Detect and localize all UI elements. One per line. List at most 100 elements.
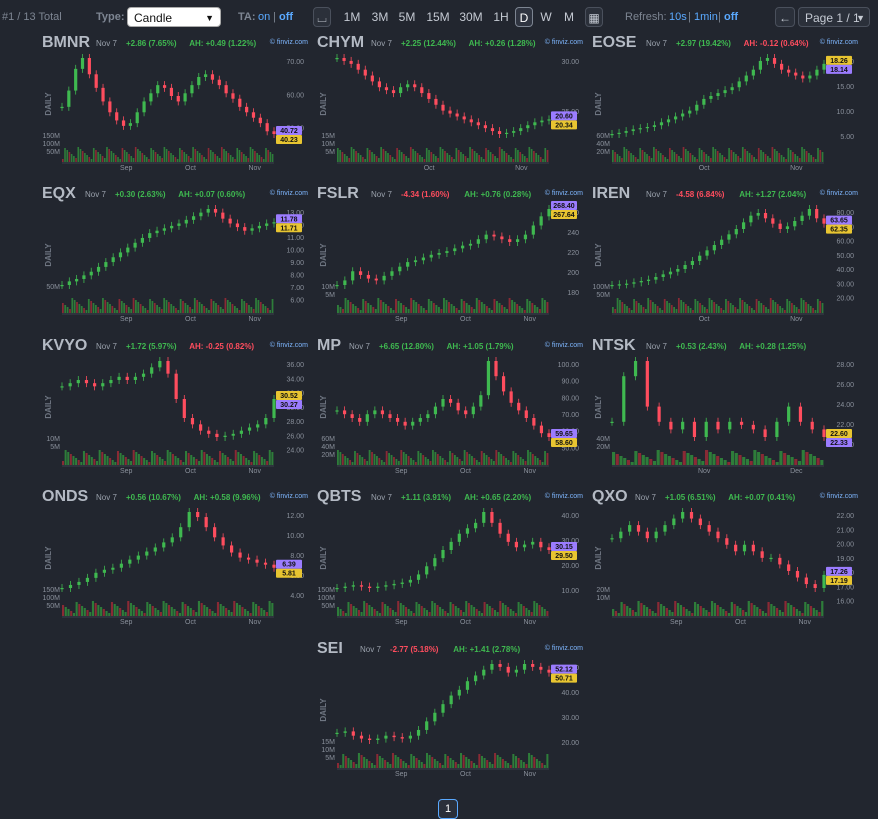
- ticker-symbol[interactable]: NTSK: [592, 337, 636, 354]
- volume-bar: [159, 612, 162, 616]
- volume-bar: [528, 610, 531, 616]
- candle-body: [547, 547, 551, 550]
- candle-body: [335, 58, 339, 60]
- volume-bar: [708, 612, 711, 616]
- refresh-10s[interactable]: 10s: [669, 11, 687, 23]
- ticker-symbol[interactable]: IREN: [592, 185, 631, 202]
- ticker-symbol[interactable]: QXO: [592, 488, 628, 505]
- ta-on-link[interactable]: on: [258, 11, 271, 23]
- timeframe-1m[interactable]: 1M: [343, 10, 361, 24]
- volume-bar: [425, 610, 429, 616]
- volume-bar: [480, 302, 483, 313]
- chart-type-select[interactable]: Candle ▼: [127, 7, 221, 27]
- candle-body: [704, 421, 708, 437]
- timeframe-30m[interactable]: 30M: [459, 10, 483, 24]
- ta-off-link[interactable]: off: [279, 11, 294, 23]
- refresh-off[interactable]: off: [724, 11, 739, 23]
- volume-bar: [76, 302, 78, 313]
- volume-bar: [512, 451, 515, 465]
- timeframe-d[interactable]: D: [515, 7, 533, 27]
- candle-body: [368, 586, 372, 588]
- volume-bar: [502, 456, 505, 465]
- volume-bar: [528, 753, 531, 768]
- refresh-1min[interactable]: 1min: [694, 11, 718, 23]
- volume-bar: [405, 307, 408, 313]
- volume-bar: [745, 459, 750, 465]
- back-button[interactable]: ←: [775, 7, 795, 27]
- candle-toggle-button[interactable]: ⌴: [313, 7, 331, 27]
- chart-panel-eqx[interactable]: DAILY13.0012.0011.0010.009.008.007.006.0…: [38, 185, 308, 331]
- ticker-symbol[interactable]: EOSE: [592, 34, 637, 51]
- volume-bar: [412, 756, 415, 768]
- volume-bar: [415, 758, 418, 768]
- candle-body: [335, 588, 339, 590]
- volume-bar: [616, 298, 619, 313]
- volume-bar: [452, 760, 455, 768]
- chart-panel-iren[interactable]: DAILY80.0070.0060.0050.0040.0030.0020.00…: [588, 185, 858, 331]
- pager-page-1[interactable]: 1: [438, 799, 458, 819]
- volume-bar: [95, 150, 97, 162]
- volume-bar: [503, 151, 506, 162]
- volume-bar: [486, 604, 489, 616]
- ticker-symbol[interactable]: SEI: [317, 640, 343, 657]
- volume-bar: [488, 606, 491, 616]
- chart-panel-chym[interactable]: DAILY30.0025.0015M10M5MOctNov20.6020.34C…: [313, 34, 583, 180]
- page-select[interactable]: Page 1 / 1 ▼: [798, 7, 870, 27]
- chart-svg: DAILY26024022020018010M5MSepOctNov268.40…: [319, 201, 579, 323]
- chart-panel-mp[interactable]: DAILY100.0090.0080.0070.0060.0050.0060M4…: [313, 337, 583, 483]
- daily-label: DAILY: [319, 92, 328, 116]
- candle-body: [462, 116, 466, 120]
- chart-panel-kvyo[interactable]: DAILY36.0034.0032.0030.0028.0026.0024.00…: [38, 337, 308, 483]
- volume-bar: [734, 307, 737, 313]
- ticker-symbol[interactable]: CHYM: [317, 34, 365, 51]
- volume-bar: [787, 603, 790, 616]
- volume-bar: [142, 306, 144, 313]
- timeframe-m[interactable]: M: [564, 10, 574, 24]
- type-label: Type:: [96, 11, 125, 23]
- ticker-symbol[interactable]: MP: [317, 337, 341, 354]
- after-hours-change: AH: -0.25 (0.82%): [189, 342, 255, 351]
- volume-bar: [719, 153, 721, 162]
- chart-panel-ntsk[interactable]: DAILY28.0026.0024.0022.0020.0040M20MNovD…: [588, 337, 858, 483]
- chart-panel-qbts[interactable]: DAILY 40.00 30.00 20.00 10.00 150M 100M 50M Sep O…: [313, 488, 583, 634]
- ticker-symbol[interactable]: KVYO: [42, 337, 88, 354]
- timeframe-15m[interactable]: 15M: [426, 10, 450, 24]
- calendar-button[interactable]: ▦: [585, 7, 603, 27]
- volume-bar: [620, 602, 623, 616]
- timeframe-1h[interactable]: 1H: [493, 10, 509, 24]
- volume-bar: [114, 462, 117, 465]
- chart-panel-sei[interactable]: DAILY50.0040.0030.0020.0015M10M5MSepOctN…: [313, 640, 583, 786]
- ticker-symbol[interactable]: BMNR: [42, 34, 90, 51]
- ticker-symbol[interactable]: EQX: [42, 185, 76, 202]
- y-axis-label: 12.00: [286, 513, 304, 520]
- ticker-symbol[interactable]: QBTS: [317, 488, 362, 505]
- candle-body: [763, 429, 767, 437]
- volume-bar: [522, 459, 525, 465]
- chart-panel-qxo[interactable]: DAILY22.0021.0020.0019.0018.0017.0016.00…: [588, 488, 858, 634]
- chart-date: Nov 7: [360, 645, 381, 654]
- chart-panel-fslr[interactable]: DAILY26024022020018010M5MSepOctNov268.40…: [313, 185, 583, 331]
- candle-body: [793, 221, 797, 227]
- volume-bar: [193, 298, 196, 313]
- timeframe-w[interactable]: W: [540, 10, 552, 24]
- volume-bar: [213, 460, 216, 465]
- chart-panel-eose[interactable]: DAILY20.0015.0010.005.0060M40M20MOctNov1…: [588, 34, 858, 180]
- volume-bar: [668, 610, 671, 616]
- timeframe-5m[interactable]: 5M: [398, 10, 416, 24]
- chart-panel-onds[interactable]: DAILY12.0010.008.006.004.00150M100M50MSe…: [38, 488, 308, 634]
- volume-bar: [727, 462, 731, 465]
- candle-body: [223, 435, 227, 437]
- candle-body: [522, 544, 527, 548]
- volume-bar: [211, 611, 214, 616]
- volume-bar: [623, 304, 626, 313]
- volume-bar: [144, 308, 147, 313]
- ticker-symbol[interactable]: FSLR: [317, 185, 359, 202]
- candle-body: [617, 284, 621, 286]
- chart-panel-bmnr[interactable]: DAILY70.0060.0050.00150M100M50MSepOctNov…: [38, 34, 308, 180]
- after-hours-change: AH: +1.41 (2.78%): [453, 645, 521, 654]
- volume-bar: [666, 301, 668, 313]
- timeframe-3m[interactable]: 3M: [371, 10, 389, 24]
- ticker-symbol[interactable]: ONDS: [42, 488, 89, 505]
- candle-body: [135, 112, 139, 124]
- volume-bar: [786, 455, 790, 465]
